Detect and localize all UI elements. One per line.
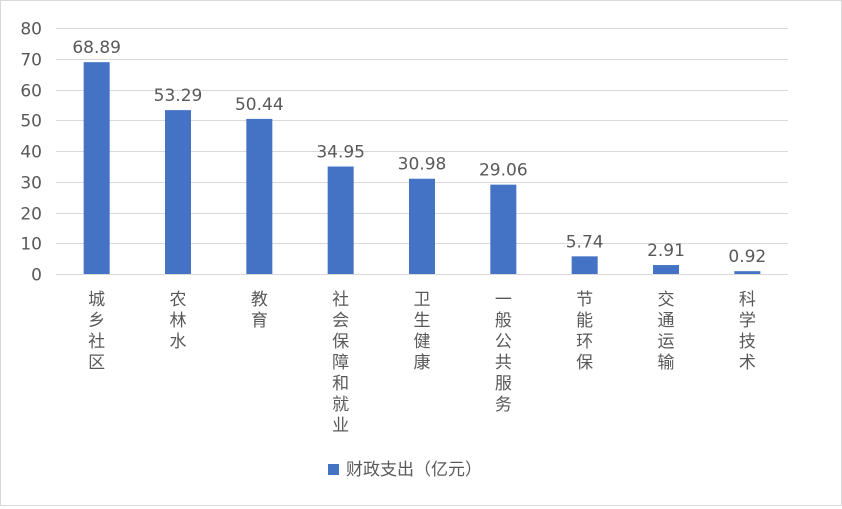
y-tick-label: 70 <box>20 51 42 71</box>
bar <box>734 271 761 274</box>
bar <box>246 118 273 274</box>
y-tick-label: 80 <box>20 20 42 40</box>
y-tick-label: 50 <box>20 112 42 132</box>
data-label: 0.92 <box>728 247 766 267</box>
x-tick-label: 一般公共服务 <box>495 290 512 415</box>
data-label: 53.29 <box>154 86 203 106</box>
x-tick-label: 教育 <box>251 290 268 331</box>
x-tick-label: 社会保障和就业 <box>332 290 349 436</box>
x-tick-label: 城乡社区 <box>88 290 105 373</box>
bar <box>409 178 435 274</box>
bars <box>83 62 761 275</box>
legend-label: 财政支出（亿元） <box>346 460 482 480</box>
bar <box>327 166 354 274</box>
y-tick-label: 10 <box>20 235 42 255</box>
data-label: 34.95 <box>316 143 365 163</box>
legend: 财政支出（亿元） <box>328 460 482 480</box>
x-axis: 城乡社区 农林水 教育 社会保障和就业 卫生健康 一般公共服务 节能环保 交通运输 科学技术 <box>88 290 756 436</box>
data-label: 30.98 <box>398 155 447 175</box>
bar <box>653 265 679 274</box>
data-labels: 68.89 53.29 50.44 34.95 30.98 29.06 5.74 2.91 0.… <box>72 38 766 267</box>
data-label: 2.91 <box>647 241 685 261</box>
x-tick-label: 卫生健康 <box>414 290 431 373</box>
y-tick-label: 40 <box>20 143 42 163</box>
legend-swatch <box>328 464 339 475</box>
bar <box>571 256 598 274</box>
y-tick-label: 0 <box>31 266 42 286</box>
y-tick-label: 20 <box>20 205 42 225</box>
data-label: 68.89 <box>72 38 121 58</box>
bar <box>165 110 191 275</box>
data-label: 50.44 <box>235 95 284 115</box>
x-tick-label: 科学技术 <box>739 290 756 373</box>
y-tick-label: 60 <box>20 82 42 102</box>
y-tick-label: 30 <box>20 174 42 194</box>
bar <box>490 184 517 274</box>
x-tick-label: 节能环保 <box>576 290 593 373</box>
bar <box>83 62 110 274</box>
data-label: 29.06 <box>479 161 528 181</box>
x-tick-label: 农林水 <box>170 290 187 352</box>
data-label: 5.74 <box>566 232 604 252</box>
y-axis: 0 10 20 30 40 50 60 70 80 <box>20 20 42 286</box>
x-tick-label: 交通运输 <box>658 290 675 373</box>
